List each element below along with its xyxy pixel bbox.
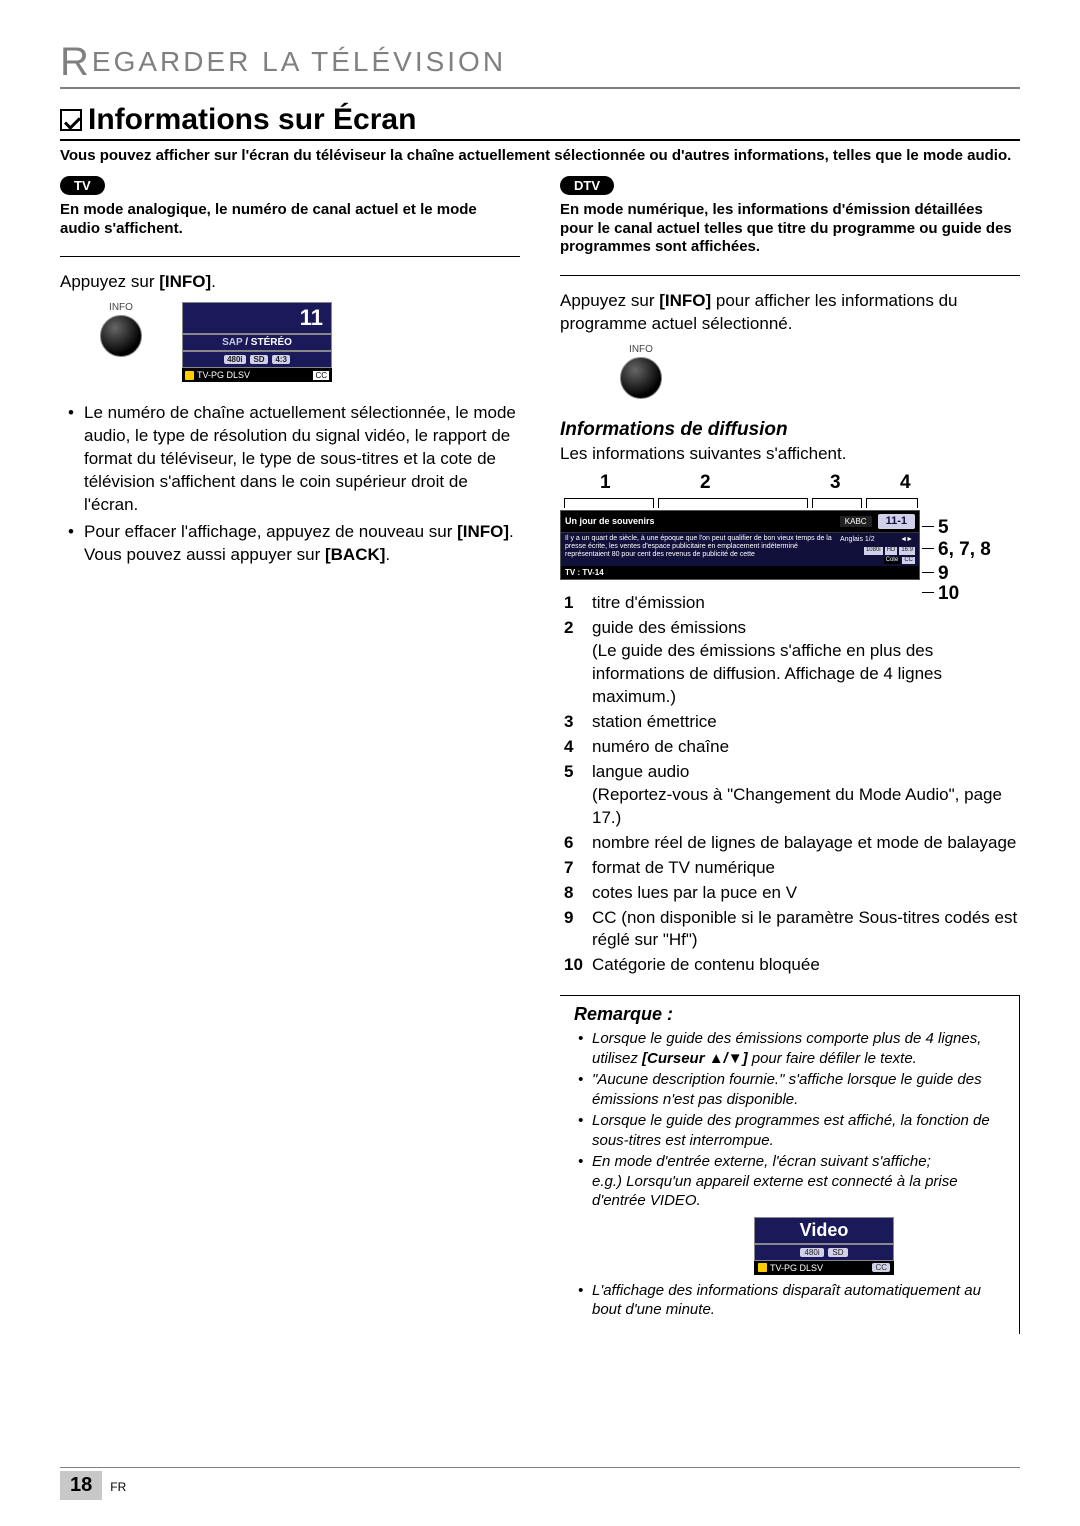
section-title: Informations sur Écran (60, 103, 1020, 141)
remarque-list: Lorsque le guide des émissions comporte … (574, 1029, 1005, 1211)
info-label: INFO (620, 344, 662, 355)
page-footer: 18 FR (60, 1471, 126, 1500)
osd-audio-row: SAP / STÉRÉO (182, 334, 332, 351)
legend-10: 10Catégorie de contenu bloquée (578, 954, 1020, 977)
remarque-box: Remarque : Lorsque le guide des émission… (560, 995, 1020, 1334)
dtv-osd-diagram: 1 2 3 4 Un jour de souvenirs KABC 11-1 I… (560, 472, 1000, 581)
osd-row-title: Un jour de souvenirs KABC 11-1 (561, 511, 919, 533)
divider (60, 256, 520, 257)
legend-1: 1titre d'émission (578, 592, 1020, 615)
video-osd: Video 480i SD TV-PG DLSV CC (754, 1217, 894, 1275)
tv-mode-desc: En mode analogique, le numéro de canal a… (60, 201, 520, 239)
divider (560, 275, 1020, 276)
header-text: EGARDER LA TÉLÉVISION (92, 46, 506, 77)
section-title-text: Informations sur Écran (88, 103, 416, 136)
tv-bullet-2: Pour effacer l'affichage, appuyez de nou… (84, 521, 520, 567)
chapter-header: REGARDER LA TÉLÉVISION (60, 40, 1020, 89)
legend-9: 9CC (non disponible si le paramètre Sous… (578, 907, 1020, 953)
remarque-list-2: L'affichage des informations disparaît a… (574, 1281, 1005, 1320)
dtv-pill: DTV (560, 176, 614, 195)
osd-row-guide: Il y a un quart de siècle, à une époque … (561, 533, 919, 566)
remarque-5: L'affichage des informations disparaît a… (592, 1281, 1005, 1320)
remarque-heading: Remarque : (574, 1004, 1005, 1025)
legend-8: 8cotes lues par la puce en V (578, 882, 1020, 905)
info-button-icon (100, 315, 142, 357)
cc-badge: CC (313, 371, 329, 380)
remarque-1: Lorsque le guide des émissions comporte … (592, 1029, 1005, 1068)
page-lang: FR (110, 1480, 126, 1494)
two-column-layout: TV En mode analogique, le numéro de cana… (60, 176, 1020, 1334)
tv-pill: TV (60, 176, 105, 195)
tv-bullet-1: Le numéro de chaîne actuellement sélecti… (84, 402, 520, 517)
info-label: INFO (100, 302, 142, 313)
intro-text: Vous pouvez afficher sur l'écran du télé… (60, 147, 1020, 166)
legend-2: 2guide des émissions(Le guide des émissi… (578, 617, 1020, 709)
dtv-column: DTV En mode numérique, les informations … (560, 176, 1020, 1334)
top-brackets (560, 498, 1000, 510)
header-letter: R (60, 40, 92, 84)
tv-bullet-list: Le numéro de chaîne actuellement sélecti… (60, 402, 520, 567)
osd-right-col: Anglais 1/2◄► 1080i HD 16:9 Cote CC (837, 535, 915, 564)
remarque-2: "Aucune description fournie." s'affiche … (592, 1070, 1005, 1109)
page-number: 18 (60, 1471, 102, 1500)
broadcast-info-line: Les informations suivantes s'affichent. (560, 443, 1020, 466)
top-callouts: 1 2 3 4 (560, 472, 1000, 498)
dtv-mode-desc: En mode numérique, les informations d'ém… (560, 201, 1020, 257)
lock-icon (185, 371, 194, 380)
checkbox-icon (60, 109, 82, 131)
legend-3: 3station émettrice (578, 711, 1020, 734)
dtv-info-illustration: INFO (620, 344, 1020, 399)
footer-rule (60, 1467, 1020, 1468)
remarque-3: Lorsque le guide des programmes est affi… (592, 1111, 1005, 1150)
tv-column: TV En mode analogique, le numéro de cana… (60, 176, 520, 1334)
tv-press-line: Appuyez sur [INFO]. (60, 271, 520, 294)
remarque-4: En mode d'entrée externe, l'écran suivan… (592, 1152, 1005, 1211)
info-button-graphic: INFO (100, 302, 142, 357)
legend-5: 5langue audio(Reportez-vous à "Changemen… (578, 761, 1020, 830)
osd-channel: 11 (182, 302, 332, 334)
tv-info-illustration: INFO 11 SAP / STÉRÉO 480i SD 4:3 TV-PG D… (100, 302, 520, 382)
dtv-osd-box: Un jour de souvenirs KABC 11-1 Il y a un… (560, 510, 920, 581)
legend-4: 4numéro de chaîne (578, 736, 1020, 759)
legend-7: 7format de TV numérique (578, 857, 1020, 880)
osd-rating-row: TV-PG DLSV CC (182, 368, 332, 382)
lock-icon (758, 1263, 767, 1272)
info-button-icon (620, 357, 662, 399)
broadcast-info-heading: Informations de diffusion (560, 419, 1020, 441)
osd-format-row: 480i SD 4:3 (182, 351, 332, 368)
osd-row-rating: TV : TV-14 (561, 566, 919, 580)
legend-list: 1titre d'émission 2guide des émissions(L… (560, 592, 1020, 977)
legend-6: 6nombre réel de lignes de balayage et mo… (578, 832, 1020, 855)
info-button-graphic: INFO (620, 344, 662, 399)
analog-osd: 11 SAP / STÉRÉO 480i SD 4:3 TV-PG DLSV C… (182, 302, 332, 382)
dtv-press-line: Appuyez sur [INFO] pour afficher les inf… (560, 290, 1020, 336)
